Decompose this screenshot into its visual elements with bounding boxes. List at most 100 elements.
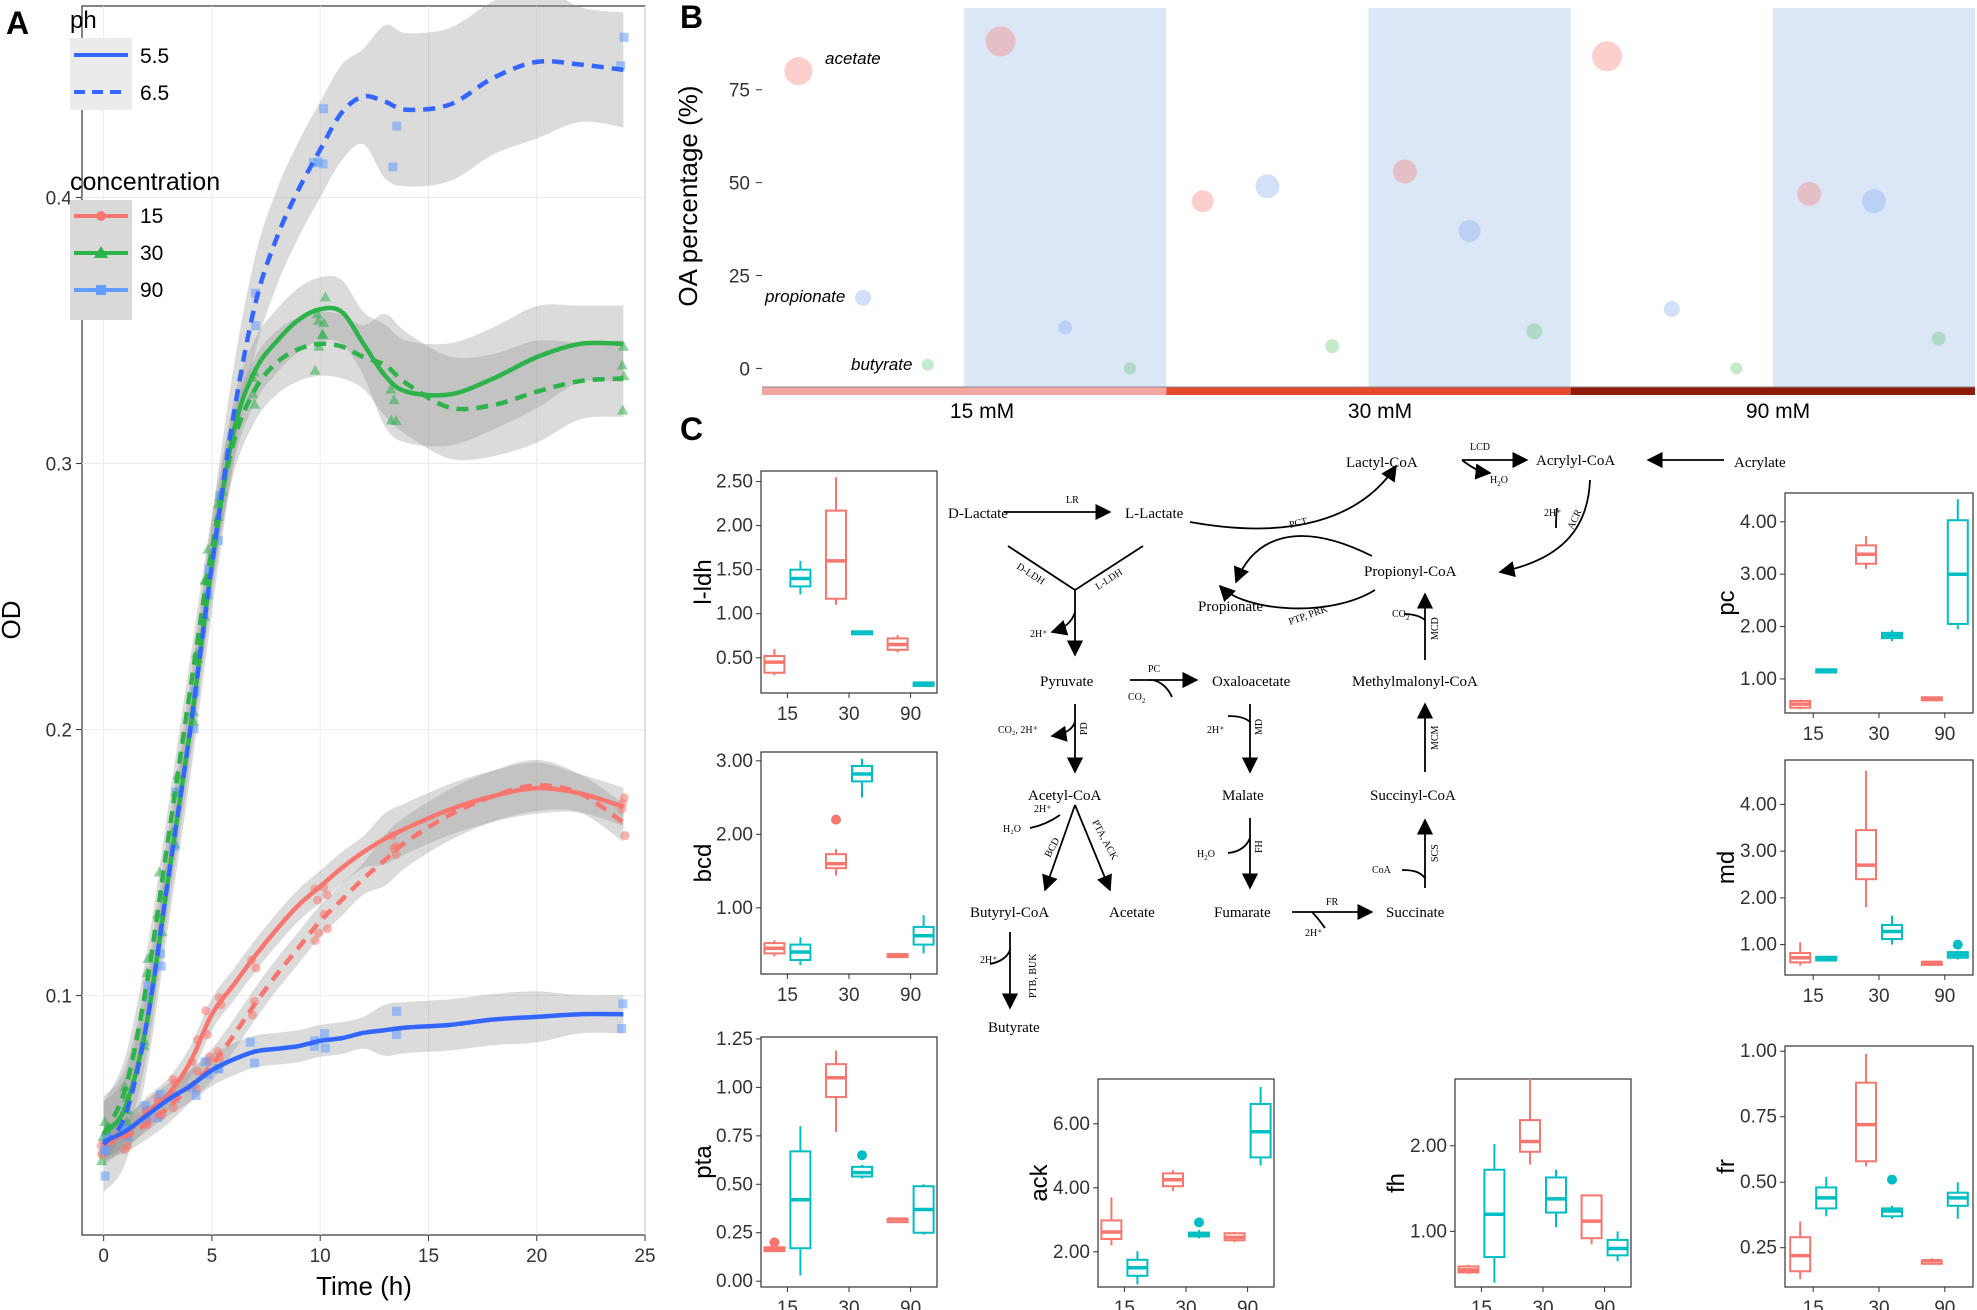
boxplot-y-tick-label: 0.00	[716, 1271, 753, 1292]
boxplot-frame	[1784, 1045, 1974, 1288]
label-propionate: propionate	[764, 287, 845, 306]
boxplot-y-tick-label: 1.00	[716, 1077, 753, 1098]
data-point	[322, 924, 332, 934]
panelA-x-tick-label: 20	[526, 1246, 547, 1267]
panelB-point-propionate	[1663, 300, 1680, 317]
boxplot-x-tick-label: 90	[1934, 1298, 1955, 1310]
cofactor-h2o-lcd-sub: 2	[1497, 480, 1501, 488]
data-point	[308, 158, 318, 168]
boxplot-outlier	[831, 814, 841, 825]
node-butyryl-coa: Butyryl-CoA	[970, 905, 1049, 921]
node-acetate: Acetate	[1109, 905, 1155, 921]
confidence-band	[103, 275, 624, 1166]
boxplot-pc: 1.00 2.00 3.00 4.00 15 30 90 pc	[1713, 492, 1974, 745]
boxplot-box	[1545, 1176, 1567, 1214]
panelA-series-lines	[101, 58, 625, 1147]
enzyme-ptp-prk: PTP, PRK	[1287, 603, 1330, 627]
cofactor-h2o-fh-o: O	[1208, 849, 1215, 860]
boxplot-x-tick-label: 90	[900, 985, 921, 1006]
panelB-point-butyrate	[1123, 362, 1136, 375]
enzyme-fh: FH	[1254, 840, 1265, 853]
legend-conc-30-label: 30	[140, 242, 163, 265]
data-point	[247, 388, 259, 399]
arrow-bcd-2h	[1029, 814, 1061, 829]
data-point	[620, 831, 630, 841]
data-point	[617, 340, 629, 351]
cofactor-2h-md: 2H⁺	[1207, 725, 1225, 736]
panelA-y-tick-label: 0.4	[46, 189, 73, 210]
panelA-y-tick-label: 0.2	[46, 721, 72, 742]
enzyme-scs: SCS	[1430, 844, 1441, 862]
data-point	[191, 1090, 201, 1100]
boxplot-x-tick-label: 30	[838, 704, 859, 725]
boxplot-x-tick-label: 30	[838, 985, 859, 1006]
cofactor-h2o-bcd: H₂O	[1003, 824, 1021, 835]
data-point	[319, 291, 331, 302]
boxplot-x-tick-label: 15	[1803, 1298, 1824, 1310]
boxplot-x-tick-label: 30	[1868, 724, 1889, 745]
cofactor-coa-scs: CoA	[1372, 865, 1392, 876]
boxplot-y-tick-label: 1.00	[1410, 1221, 1447, 1242]
series-line	[101, 305, 624, 1136]
panelB-point-propionate	[1255, 174, 1280, 199]
boxplot-y-tick-label: 2.00	[1740, 888, 1777, 909]
panelB-group-bar	[1166, 387, 1571, 395]
boxplot-y-tick-label: 1.00	[716, 898, 753, 919]
panelA-x-tick-label: 0	[98, 1246, 109, 1267]
boxplot-y-axis-title: fr	[1713, 1159, 1740, 1174]
panelA-x-tick-label: 5	[207, 1246, 218, 1267]
group-label-15mM: 15 mM	[950, 400, 1014, 423]
data-point	[388, 162, 398, 172]
data-point	[201, 1006, 211, 1016]
data-point	[319, 1029, 329, 1039]
panelB-y-tick-label: 0	[739, 359, 750, 380]
group-label-30mM: 30 mM	[1348, 400, 1412, 423]
panelB-point-acetate	[1797, 181, 1822, 206]
boxplot-box	[825, 1063, 847, 1099]
boxplot-frame	[760, 1036, 938, 1288]
boxplot-box	[1519, 1119, 1541, 1153]
arrow-ldh-2h	[1050, 611, 1076, 636]
cofactor-h2o-fh-sub: 2	[1204, 854, 1208, 862]
data-point	[313, 157, 323, 167]
data-point	[143, 992, 153, 1002]
boxplot-x-tick-label: 15	[1803, 724, 1824, 745]
boxplot-x-tick-label: 30	[1532, 1298, 1553, 1310]
boxplot-x-tick-label: 30	[1175, 1298, 1196, 1310]
panelB-point-acetate	[1392, 159, 1417, 184]
boxplot-y-tick-label: 2.00	[1410, 1136, 1447, 1157]
boxplot-outlier	[857, 1150, 867, 1161]
legend-concentration-title: concentration	[70, 168, 220, 196]
data-point	[251, 288, 261, 298]
panelB-ticks: 0 25 50 75	[729, 81, 762, 380]
data-point	[249, 1058, 259, 1068]
boxplot-y-tick-label: 4.00	[1053, 1178, 1090, 1199]
boxplot-y-tick-label: 3.00	[716, 751, 753, 772]
cofactor-h2o-lcd: H2O	[1490, 475, 1508, 488]
boxplot-y-axis-title: l-ldh	[690, 559, 717, 604]
boxplot-y-tick-label: 4.00	[1740, 794, 1777, 815]
boxplot-x-tick-label: 90	[900, 1298, 921, 1310]
boxplot-y-axis-title: pta	[690, 1145, 717, 1179]
panelA-ticks: 0.1 0.2 0.3 0.4 0 5 10 15 20 25	[46, 189, 656, 1267]
node-butyrate: Butyrate	[988, 1020, 1040, 1036]
panelA-y-tick-label: 0.3	[46, 455, 72, 476]
data-point	[100, 1171, 110, 1181]
node-oxaloacetate: Oxaloacetate	[1212, 674, 1291, 690]
boxplot-x-tick-label: 90	[1594, 1298, 1615, 1310]
panelB-ph55-band	[1166, 8, 1369, 387]
boxplot-outlier	[1194, 1217, 1204, 1228]
boxplot-y-tick-label: 1.00	[1740, 669, 1777, 690]
node-methylmalonyl-coa: Methylmalonyl-CoA	[1352, 674, 1478, 690]
boxplot-y-axis-title: bcd	[690, 844, 717, 883]
data-point	[120, 1145, 130, 1155]
panelB-ph65-band	[1772, 8, 1975, 387]
data-point	[617, 404, 629, 415]
panelB-point-butyrate	[1730, 362, 1743, 375]
enzyme-pct: PCT	[1288, 516, 1308, 531]
panelB-ph65-band	[1368, 8, 1571, 387]
series-line	[102, 783, 625, 1147]
enzyme-md: MD	[1254, 719, 1265, 735]
boxplot-x-tick-label: 90	[1934, 724, 1955, 745]
data-point	[245, 1037, 255, 1047]
